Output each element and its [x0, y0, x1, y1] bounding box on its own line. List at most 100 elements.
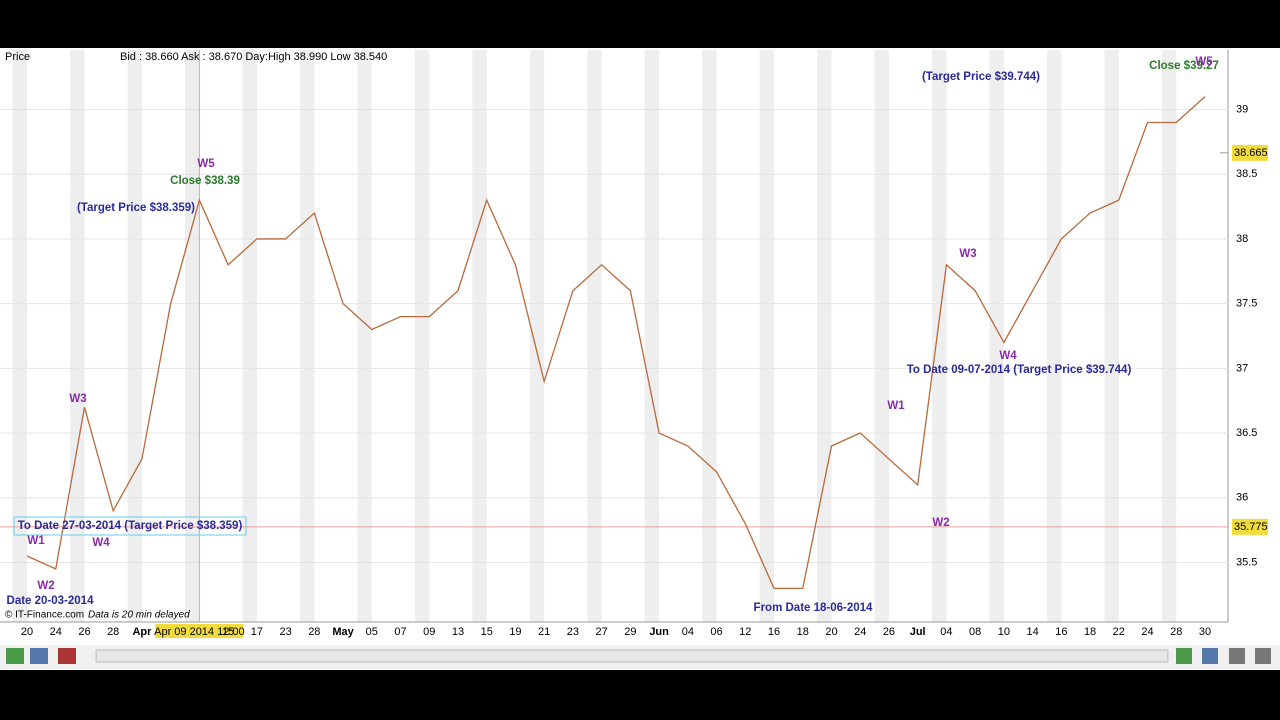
annotation: Close $38.39	[170, 175, 240, 187]
y-tick-label: 36.5	[1236, 427, 1257, 439]
x-tick-label: 23	[279, 626, 291, 638]
x-tick-label: 13	[452, 626, 464, 638]
date-band	[529, 50, 545, 622]
zoom-out[interactable]	[1229, 648, 1245, 664]
x-tick-label: Apr 09 2014 12:00	[154, 626, 245, 638]
date-band	[70, 50, 85, 622]
annotation: From Date 18-06-2014	[754, 602, 873, 614]
x-tick-label: 05	[366, 626, 378, 638]
date-band	[242, 50, 257, 622]
x-tick-label: 04	[682, 626, 694, 638]
x-tick-label: May	[332, 626, 354, 638]
annotation: (Target Price $38.359)	[77, 202, 195, 214]
x-tick-label: 15	[481, 626, 493, 638]
x-tick-label: 24	[1141, 626, 1153, 638]
date-band	[1046, 50, 1062, 622]
annotation-box	[13, 516, 247, 536]
date-band	[12, 50, 27, 622]
scrollbar[interactable]	[95, 649, 1169, 663]
date-band	[127, 50, 142, 622]
crosshair-x-tag	[155, 624, 244, 638]
annotation: W2	[37, 580, 54, 592]
delay-note: Data is 20 min delayed	[88, 610, 190, 621]
annotation: W1	[27, 535, 45, 547]
y-tick-label: 37	[1236, 362, 1248, 374]
annotation: Date 20-03-2014	[7, 595, 95, 607]
last-price-tag	[1232, 144, 1268, 161]
date-band	[1104, 50, 1119, 622]
date-band	[932, 50, 947, 622]
x-tick-label: 08	[969, 626, 981, 638]
x-tick-label: 07	[394, 626, 406, 638]
x-tick-label: 20	[825, 626, 837, 638]
price-line	[26, 96, 1206, 590]
date-band	[299, 50, 315, 622]
last-price-label: 38.665	[1234, 147, 1268, 159]
y-tick-label: 36	[1236, 492, 1248, 504]
date-band	[185, 50, 200, 622]
annotation: W3	[959, 248, 976, 260]
crosshair-y-tag	[1232, 518, 1268, 535]
y-tick-label: 38.5	[1236, 168, 1257, 180]
x-tick-label: 22	[1113, 626, 1125, 638]
annotation: W5	[197, 158, 215, 170]
x-tick-label: 20	[21, 626, 33, 638]
annotation: W5	[1195, 56, 1213, 68]
tool-icon[interactable]	[58, 648, 76, 664]
x-tick-label: 24	[50, 626, 62, 638]
x-tick-label: 17	[251, 626, 263, 638]
annotation: W4	[999, 350, 1017, 362]
tool-icon[interactable]	[30, 648, 48, 664]
quote: Bid : 38.660 Ask : 38.670 Day:High 38.99…	[120, 51, 387, 63]
annotation: To Date 09-07-2014 (Target Price $39.744…	[907, 364, 1132, 376]
date-band	[817, 50, 832, 622]
date-band	[702, 50, 717, 622]
zoom-in[interactable]	[1255, 648, 1271, 664]
annotation: (Target Price $39.744)	[922, 71, 1040, 83]
x-tick-label: 16	[768, 626, 780, 638]
date-band	[414, 50, 430, 622]
source: © IT-Finance.com	[5, 610, 84, 621]
x-tick-label: Jul	[910, 626, 926, 638]
tool-icon[interactable]	[1202, 648, 1218, 664]
x-tick-label: 18	[797, 626, 809, 638]
annotation: To Date 27-03-2014 (Target Price $38.359…	[18, 520, 243, 532]
x-tick-label: 28	[1170, 626, 1182, 638]
x-tick-label: 06	[710, 626, 722, 638]
x-tick-label: 23	[567, 626, 579, 638]
date-band	[357, 50, 372, 622]
x-tick-label: 26	[78, 626, 90, 638]
x-tick-label: 19	[509, 626, 521, 638]
x-tick-label: 30	[1199, 626, 1211, 638]
tool-icon[interactable]	[1176, 648, 1192, 664]
x-tick-label: 15	[222, 626, 234, 638]
x-tick-label: 04	[940, 626, 952, 638]
x-tick-label: 26	[883, 626, 895, 638]
x-tick-label: Jun	[649, 626, 669, 638]
x-tick-label: 21	[538, 626, 550, 638]
annotation: Close $39.27	[1149, 60, 1219, 72]
x-tick-label: 27	[596, 626, 608, 638]
annotation: W4	[92, 537, 110, 549]
header-label: Price	[5, 51, 30, 63]
x-tick-label: 09	[423, 626, 435, 638]
x-tick-label: 14	[1026, 626, 1038, 638]
date-band	[759, 50, 775, 622]
x-tick-label: 16	[1055, 626, 1067, 638]
date-band	[989, 50, 1004, 622]
x-tick-label: 18	[1084, 626, 1096, 638]
x-tick-label: 12	[739, 626, 751, 638]
tool-icon[interactable]	[6, 648, 24, 664]
annotation: W2	[932, 517, 949, 529]
chart-panel	[0, 48, 1280, 670]
x-tick-label: Apr	[132, 626, 152, 638]
annotation: W1	[887, 400, 905, 412]
x-tick-label: 28	[308, 626, 320, 638]
date-band	[587, 50, 602, 622]
date-band	[472, 50, 487, 622]
x-tick-label: 24	[854, 626, 866, 638]
date-band	[644, 50, 660, 622]
annotation: W3	[69, 393, 86, 405]
y-tick-label: 39	[1236, 103, 1248, 115]
